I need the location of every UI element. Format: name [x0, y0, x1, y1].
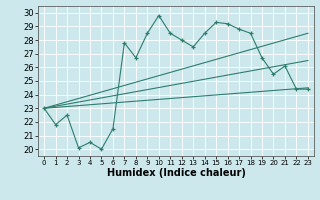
X-axis label: Humidex (Indice chaleur): Humidex (Indice chaleur) [107, 168, 245, 178]
